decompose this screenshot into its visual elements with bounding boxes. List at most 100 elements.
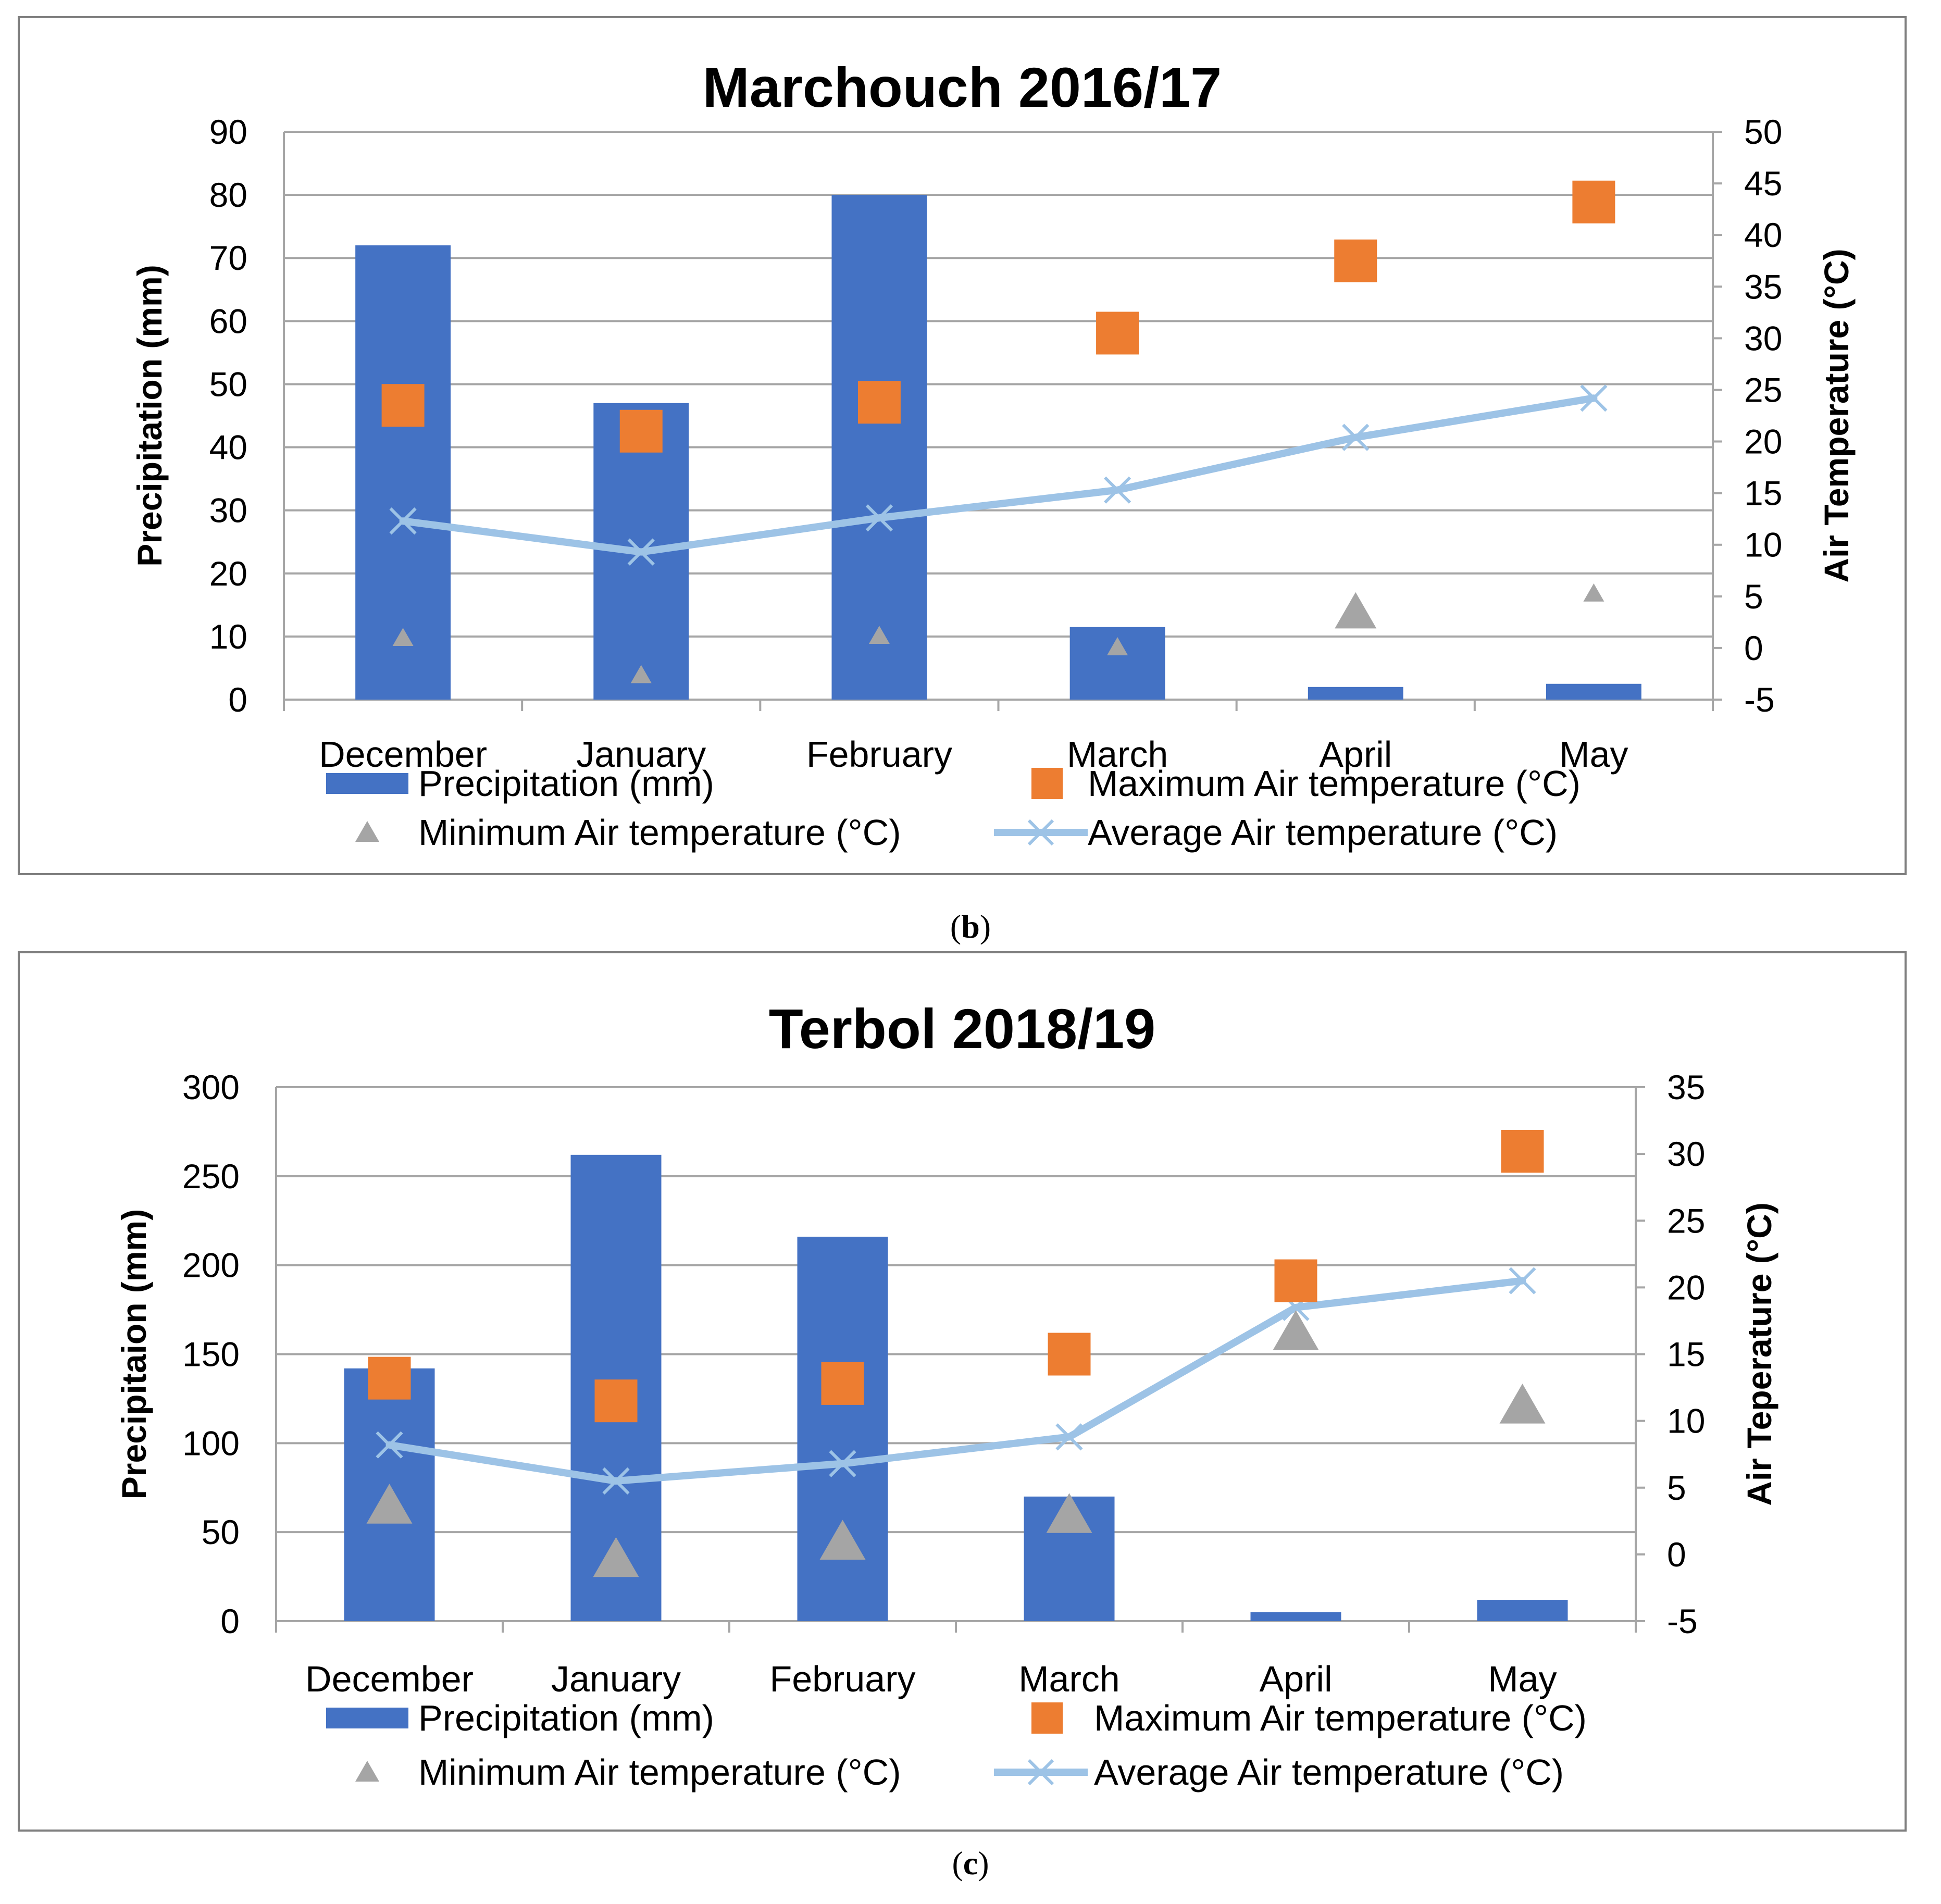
y-tick-label: 50: [209, 365, 247, 403]
legend: Precipitation (mm) Maximum Air temperatur…: [326, 763, 1581, 853]
legend-min-swatch: [355, 1760, 379, 1782]
precip-bar-february: [797, 1237, 888, 1621]
legend-max-label: Maximum Air temperature (°C): [1094, 1698, 1587, 1738]
x-tick-label-march: March: [1018, 1659, 1119, 1699]
y2-tick-label: 40: [1744, 216, 1782, 254]
precip-bar-december: [355, 245, 451, 700]
min-temp-point-may: [1499, 1384, 1546, 1424]
avg-temp-point-may: [1509, 1267, 1536, 1295]
legend-min-label: Minimum Air temperature (°C): [418, 812, 901, 853]
min-temp-point-march: [1107, 637, 1128, 655]
max-temp-point-may: [1572, 180, 1615, 223]
x-tick-label-january: January: [551, 1659, 681, 1699]
caption-c: (c): [0, 1844, 1941, 1883]
x-tick-label-april: April: [1319, 734, 1392, 775]
y-tick-label: 20: [209, 554, 247, 593]
min-temp-point-december: [392, 628, 414, 646]
caption-b: (b): [0, 907, 1941, 946]
precip-bar-april: [1250, 1612, 1341, 1621]
chart-frame: [18, 16, 1907, 875]
avg-temp-point-january: [627, 538, 655, 566]
y2-axis-title: Air Temperature (°C): [1817, 248, 1856, 582]
legend-avg-label: Average Air temperature (°C): [1088, 812, 1558, 853]
y2-tick-label: 35: [1744, 267, 1782, 306]
avg-temp-line: [385, 1277, 1526, 1485]
avg-temp-point-february: [829, 1450, 856, 1477]
y2-tick-label: 0: [1667, 1535, 1686, 1574]
y-tick-label: 150: [182, 1335, 240, 1374]
y2-tick-label: 15: [1744, 474, 1782, 513]
avg-temp-point-march: [1055, 1423, 1083, 1451]
legend-max-swatch: [1031, 768, 1063, 799]
min-temp-point-january: [630, 665, 652, 683]
y-tick-label: 40: [209, 428, 247, 467]
y2-tick-label: 35: [1667, 1068, 1705, 1106]
legend-min-label: Minimum Air temperature (°C): [418, 1752, 901, 1793]
y-tick-label: 30: [209, 491, 247, 530]
y-tick-label: 50: [202, 1513, 240, 1551]
precip-bar-february: [831, 195, 927, 700]
max-temp-point-december: [368, 1357, 411, 1400]
y-axis-title: Precipitaion (mm): [115, 1209, 153, 1499]
y2-tick-label: -5: [1744, 680, 1775, 719]
y2-tick-label: 30: [1667, 1135, 1705, 1173]
caption-c-letter: c: [963, 1845, 978, 1882]
legend-min-swatch: [355, 820, 379, 842]
max-temp-point-january: [594, 1379, 638, 1423]
chart-2: Terbol 2018/19 0 50 100 150 200 250 300 -5 0 5 10 15…: [18, 951, 1907, 1832]
y2-tick-label: 15: [1667, 1335, 1705, 1374]
x-tick-label-january: January: [576, 734, 706, 775]
min-temp-point-february: [819, 1520, 866, 1560]
legend-precip-label: Precipitation (mm): [418, 1698, 714, 1738]
legend-max-label: Maximum Air temperature (°C): [1088, 763, 1581, 804]
x-tick-label-april: April: [1259, 1659, 1332, 1699]
y2-tick-label: 20: [1744, 422, 1782, 461]
y2-tick-label: -5: [1667, 1602, 1698, 1640]
y2-tick-label: 25: [1744, 370, 1782, 409]
y-tick-label: 80: [209, 176, 247, 214]
y-axis-title: Precipitation (mm): [130, 265, 169, 566]
avg-temp-point-january: [602, 1467, 630, 1495]
precip-bar-may: [1546, 683, 1641, 700]
min-temp-point-december: [366, 1484, 413, 1524]
legend-precip-swatch: [326, 1708, 408, 1728]
x-tick-label-may: May: [1559, 734, 1628, 775]
y-tick-label: 0: [228, 680, 247, 719]
precip-bar-may: [1477, 1600, 1568, 1621]
max-temp-point-may: [1501, 1130, 1544, 1173]
chart-1: Marchouch 2016/17 0 10 20 30 40 50 60 70 80 90 -5 0 5…: [18, 16, 1907, 875]
avg-temp-point-december: [376, 1431, 403, 1459]
avg-temp-point-april: [1342, 424, 1370, 451]
max-temp-point-april: [1334, 239, 1377, 282]
y-tick-label: 70: [209, 239, 247, 277]
x-tick-label-february: February: [769, 1659, 915, 1699]
caption-b-open: (: [950, 908, 962, 945]
legend-max-swatch: [1031, 1702, 1063, 1734]
legend: Precipitation (mm) Maximum Air temperatur…: [326, 1698, 1587, 1793]
legend-avg-marker-swatch: [1027, 819, 1054, 846]
legend-avg-label: Average Air temperature (°C): [1094, 1752, 1564, 1793]
y-tick-label: 200: [182, 1246, 240, 1285]
y-tick-label: 0: [220, 1602, 240, 1640]
avg-temp-point-may: [1580, 384, 1608, 412]
max-temp-point-december: [381, 384, 425, 427]
caption-c-open: (: [952, 1845, 963, 1882]
x-tick-label-may: May: [1488, 1659, 1557, 1699]
legend-precip-swatch: [326, 773, 408, 794]
min-temp-point-may: [1583, 583, 1604, 602]
y2-axis-title: Air Teperature (°C): [1740, 1202, 1778, 1506]
chart-title: Marchouch 2016/17: [703, 56, 1222, 119]
max-temp-point-april: [1274, 1259, 1317, 1302]
caption-c-close: ): [978, 1845, 989, 1882]
min-temp-point-february: [868, 626, 890, 644]
y2-tick-label: 50: [1744, 113, 1782, 151]
avg-temp-point-march: [1103, 476, 1131, 504]
x-tick-label-february: February: [806, 734, 952, 775]
min-temp-point-march: [1046, 1493, 1092, 1533]
y2-tick-label: 30: [1744, 319, 1782, 357]
precip-bar-april: [1308, 687, 1403, 700]
y-tick-label: 10: [209, 617, 247, 656]
y2-tick-label: 5: [1744, 577, 1763, 616]
